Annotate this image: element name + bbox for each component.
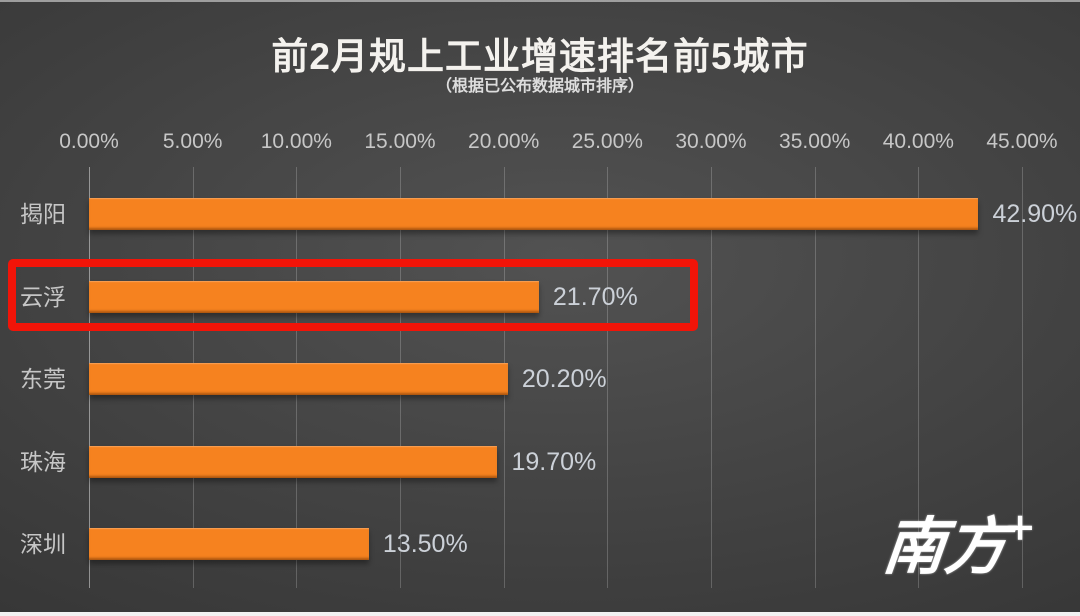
- chart-subtitle: （根据已公布数据城市排序）: [435, 78, 644, 95]
- x-axis-tick-label: 25.00%: [571, 130, 643, 153]
- category-label: 珠海: [20, 448, 66, 475]
- gridline: [918, 167, 920, 588]
- slide-top-edge: [0, 0, 1080, 2]
- x-axis-tick-label: 40.00%: [882, 130, 954, 153]
- x-axis-tick-label: 20.00%: [468, 130, 540, 153]
- x-axis-tick-label: 10.00%: [260, 130, 332, 153]
- gridline: [814, 167, 816, 588]
- x-axis-tick-label: 30.00%: [675, 130, 747, 153]
- category-label: 深圳: [20, 531, 66, 557]
- bar: [89, 280, 539, 313]
- x-axis-tick-label: 35.00%: [779, 130, 851, 153]
- bar: [89, 528, 369, 560]
- gridline: [1022, 167, 1023, 588]
- value-label: 20.20%: [521, 365, 607, 393]
- x-axis-tick-label: 45.00%: [986, 130, 1058, 153]
- value-label: 21.70%: [552, 282, 638, 311]
- category-label: 云浮: [20, 283, 66, 310]
- x-axis-tick-label: 5.00%: [162, 130, 223, 153]
- bar: [89, 445, 498, 478]
- value-label: 19.70%: [511, 447, 597, 476]
- gridline: [711, 167, 712, 588]
- value-label: 42.90%: [992, 200, 1078, 228]
- bar: [89, 363, 508, 395]
- category-label: 东莞: [20, 366, 66, 392]
- bar: [89, 198, 979, 230]
- chart-title: 前2月规上工业增速排名前5城市: [271, 36, 809, 77]
- x-axis-tick-label: 0.00%: [59, 130, 119, 153]
- slide-bottom-edge: [0, 612, 1080, 616]
- logo-text: 南方: [879, 510, 1012, 583]
- value-label: 13.50%: [382, 530, 468, 558]
- x-axis: 0.00% 5.00% 10.00% 15.00% 20.00% 25.00% 30.00%…: [0, 130, 1080, 156]
- x-axis-tick-label: 15.00%: [364, 130, 436, 153]
- nanfang-plus-logo: 南方+: [880, 496, 1040, 586]
- category-label: 揭阳: [20, 201, 66, 227]
- logo-plus-icon: +: [1004, 504, 1036, 549]
- gridline: [607, 167, 609, 588]
